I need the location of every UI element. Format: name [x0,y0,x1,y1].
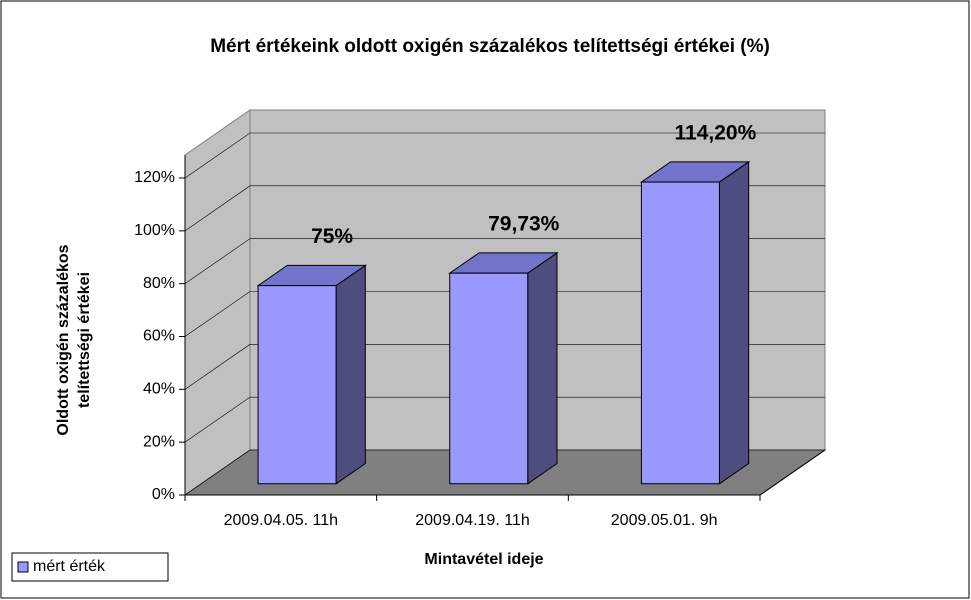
bar-side [527,251,558,485]
y-axis-title: Oldott oxigén százalékos [55,244,72,435]
grid-line [184,396,825,443]
grid-line [184,291,825,337]
data-label: 75% [311,225,353,248]
legend-label: mért érték [33,558,106,575]
grid-line [184,132,825,179]
y-tick-label: 20% [143,433,175,450]
data-label: 114,20% [675,122,757,145]
bar [640,181,720,485]
bar [449,272,529,485]
bar-side [718,160,750,485]
y-tick-label: 80% [143,275,175,292]
grid-line [184,185,825,232]
grid-line [184,344,825,390]
x-tick-label: 2009.04.05. 11h [224,512,338,529]
grid-line [184,238,825,284]
y-tick-label: 120% [134,169,175,186]
y-axis-title: telítettségi értékei [76,272,93,408]
x-tick-label: 2009.04.19. 11h [415,512,529,529]
data-label: 79,73% [488,213,560,236]
grid-line [184,449,825,496]
x-axis-depth [759,449,826,496]
y-tick-label: 60% [143,328,175,345]
chart-title: Mért értékeink oldott oxigén százalékos … [210,36,770,57]
side-wall [184,109,251,496]
y-tick-label: 0% [152,486,175,503]
x-tick-label: 2009.05.01. 9h [611,512,718,529]
bar [257,285,337,485]
legend-box [11,552,169,582]
y-tick-label: 100% [134,222,175,239]
legend-marker [17,561,29,573]
x-axis-title: Mintavétel ideje [424,551,543,568]
y-tick-label: 40% [143,381,175,398]
bar-side [335,264,366,485]
